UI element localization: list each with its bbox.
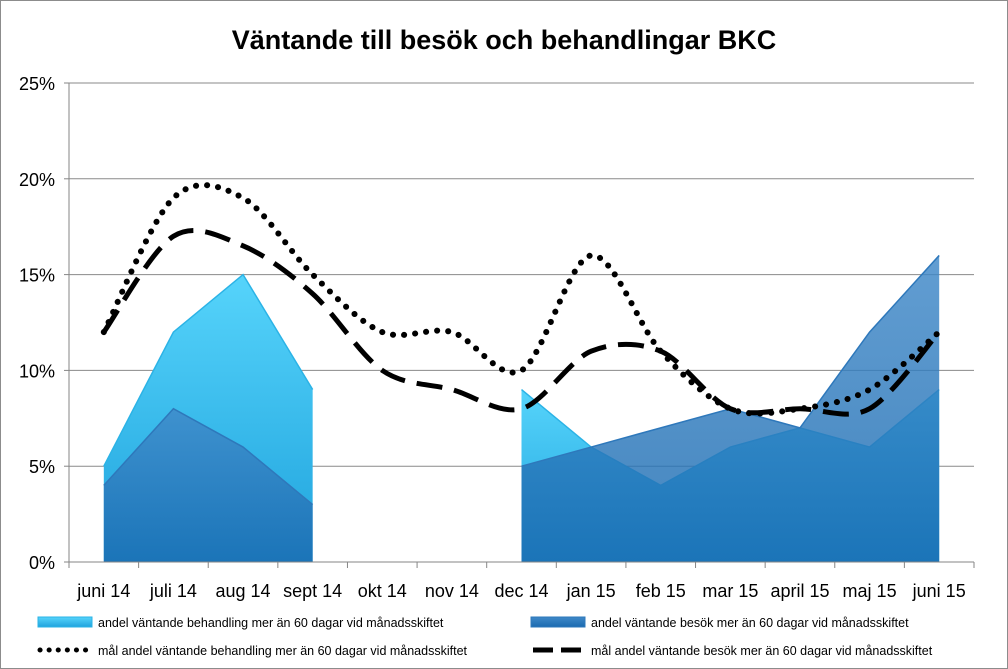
y-tick-label: 20% [19,170,55,190]
y-tick-label: 0% [29,553,55,573]
x-tick-label: maj 15 [843,581,897,601]
y-tick-label: 15% [19,266,55,286]
line-series-layer [100,182,943,417]
legend: andel väntande behandling mer än 60 daga… [37,616,933,658]
x-tick-label: nov 14 [425,581,479,601]
x-tick-label: jan 15 [566,581,616,601]
y-tick-label: 10% [19,361,55,381]
legend-swatch [37,616,93,628]
legend-label: mål andel väntande behandling mer än 60 … [98,644,468,658]
line-mal-besok [101,228,942,417]
legend-swatch [530,616,586,628]
area-edge [103,273,314,467]
legend-label: andel väntande besök mer än 60 dagar vid… [591,616,909,630]
axes: 0% 5% 10% 15% 20% 25% juni 14 juli 14 aug 14 sept… [19,74,975,601]
legend-label: andel väntande behandling mer än 60 daga… [98,616,444,630]
y-tick-label: 5% [29,457,55,477]
area-besok [103,408,313,562]
x-tick-label: okt 14 [358,581,407,601]
y-tick-label: 25% [19,74,55,94]
x-tick-label: mar 15 [702,581,758,601]
area-edge [103,407,314,506]
x-tick-label: feb 15 [636,581,686,601]
x-tick-label: juni 15 [912,581,966,601]
x-tick-label: juli 14 [149,581,197,601]
area-series-layer [103,254,940,562]
area-besok [521,255,940,562]
x-tick-label: sept 14 [283,581,342,601]
x-tick-label: juni 14 [76,581,130,601]
x-tick-label: april 15 [770,581,829,601]
x-tick-label: aug 14 [216,581,271,601]
chart-title: Väntande till besök och behandlingar BKC [232,25,777,55]
legend-label: mål andel väntande besök mer än 60 dagar… [591,644,933,658]
x-tick-label: dec 14 [494,581,548,601]
